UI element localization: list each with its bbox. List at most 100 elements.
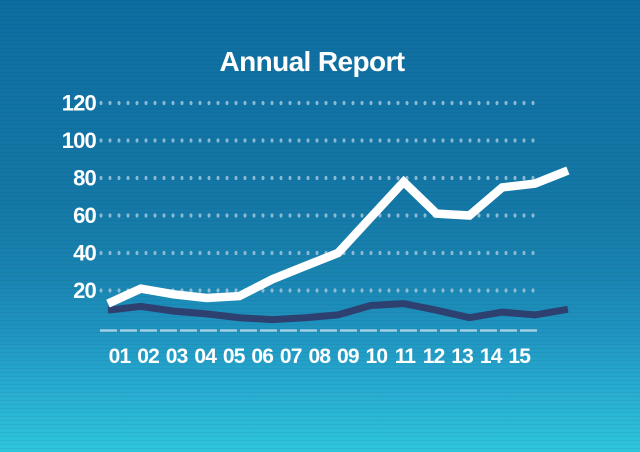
- grid-dot: [126, 175, 130, 181]
- grid-dot: [405, 213, 409, 218]
- grid-dot: [171, 213, 175, 218]
- x-axis-tick-label: 01: [109, 345, 132, 368]
- grid-dot: [414, 213, 418, 218]
- grid-dot: [207, 100, 211, 106]
- grid-dot: [243, 138, 247, 143]
- grid-dot: [180, 100, 184, 106]
- grid-dot: [189, 100, 193, 106]
- grid-dot: [477, 288, 481, 293]
- grid-dot: [135, 213, 139, 218]
- grid-dot: [324, 175, 328, 181]
- grid-dot: [378, 175, 382, 181]
- grid-dot: [531, 100, 535, 106]
- grid-dot: [477, 250, 481, 256]
- grid-dot: [333, 288, 337, 293]
- grid-dot: [468, 250, 472, 256]
- grid-dot: [162, 213, 166, 218]
- grid-dot: [144, 175, 148, 181]
- grid-dot: [450, 175, 454, 181]
- grid-dot: [405, 250, 409, 256]
- grid-dot: [396, 100, 400, 106]
- grid-dot: [387, 100, 391, 106]
- grid-dot: [198, 100, 202, 106]
- grid-dot: [225, 100, 229, 106]
- grid-dot: [495, 100, 499, 106]
- grid-dot: [225, 250, 229, 256]
- grid-dot: [234, 250, 238, 256]
- grid-dot: [252, 138, 256, 143]
- grid-dot: [324, 100, 328, 106]
- grid-dot: [234, 288, 238, 293]
- x-axis-tick-label: 15: [508, 345, 531, 368]
- grid-dot: [198, 250, 202, 256]
- grid-dot: [459, 250, 463, 256]
- grid-dot: [468, 100, 472, 106]
- y-axis-tick-label: 120: [62, 91, 97, 116]
- x-axis-tick-label: 10: [366, 345, 388, 368]
- grid-dot: [333, 213, 337, 218]
- grid-dot: [234, 213, 238, 218]
- grid-dot: [531, 175, 535, 181]
- grid-dot: [153, 250, 157, 256]
- grid-dot: [450, 100, 454, 106]
- grid-dot: [405, 138, 409, 143]
- grid-dot: [306, 213, 310, 218]
- grid-dot: [387, 250, 391, 256]
- grid-dot: [243, 250, 247, 256]
- secondary-navy-line: [107, 300, 569, 324]
- y-axis-tick-label: 60: [73, 203, 96, 228]
- grid-dot: [135, 250, 139, 256]
- grid-dot: [450, 138, 454, 143]
- grid-dot: [189, 175, 193, 181]
- grid-dot: [117, 138, 121, 143]
- grid-dot: [279, 100, 283, 106]
- grid-dot: [243, 175, 247, 181]
- grid-dot: [306, 138, 310, 143]
- grid-dot: [171, 138, 175, 143]
- grid-dot: [261, 138, 265, 143]
- grid-dot: [261, 100, 265, 106]
- grid-dot: [396, 138, 400, 143]
- grid-dot: [387, 288, 391, 293]
- grid-dot: [252, 213, 256, 218]
- grid-dot: [135, 100, 139, 106]
- grid-dot: [288, 288, 292, 293]
- grid-dot: [423, 100, 427, 106]
- grid-dot: [108, 138, 112, 143]
- grid-dot: [531, 288, 535, 293]
- grid-dot: [477, 175, 481, 181]
- grid-dot: [198, 213, 202, 218]
- grid-dot: [414, 100, 418, 106]
- grid-dot: [180, 175, 184, 181]
- grid-dot: [432, 138, 436, 143]
- grid-dot: [360, 250, 364, 256]
- grid-dot: [378, 250, 382, 256]
- grid-dot: [180, 138, 184, 143]
- grid-dot: [423, 288, 427, 293]
- grid-dot: [216, 213, 220, 218]
- grid-dot: [522, 213, 526, 218]
- grid-dot: [504, 100, 508, 106]
- grid-dot: [297, 138, 301, 143]
- x-axis-tick-label: 07: [280, 345, 302, 368]
- chart-title: Annual Report: [219, 46, 405, 77]
- x-axis-tick-label: 13: [451, 345, 473, 368]
- grid-dot: [270, 138, 274, 143]
- grid-dot: [279, 138, 283, 143]
- grid-dot: [288, 213, 292, 218]
- grid-dot: [153, 100, 157, 106]
- grid-dot: [243, 100, 247, 106]
- grid-dot: [459, 175, 463, 181]
- grid-dot: [261, 175, 265, 181]
- grid-dot: [162, 175, 166, 181]
- grid-dot: [396, 288, 400, 293]
- series-lines: [106, 166, 570, 324]
- grid-dot: [225, 288, 229, 293]
- grid-dot: [459, 288, 463, 293]
- grid-dot: [432, 288, 436, 293]
- grid-dot: [126, 213, 130, 218]
- grid-dot: [486, 213, 490, 218]
- y-axis-tick-label: 80: [73, 166, 96, 191]
- grid-dot: [369, 138, 373, 143]
- grid-dot: [153, 213, 157, 218]
